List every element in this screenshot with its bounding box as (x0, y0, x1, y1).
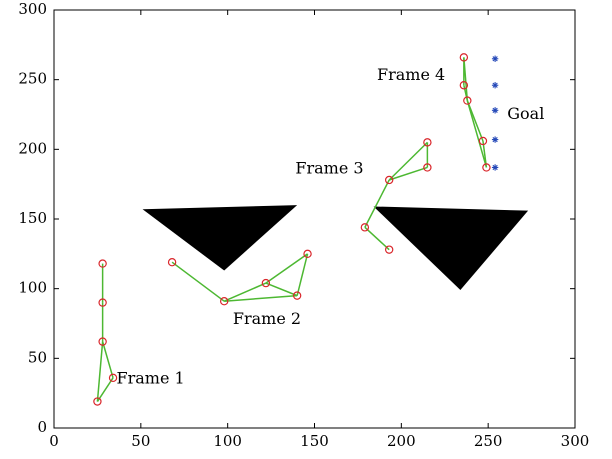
frame-2-joint (292, 291, 302, 300)
y-tick-label: 150 (18, 209, 47, 227)
frame-4-link (466, 100, 488, 168)
frame-2-link (296, 253, 309, 296)
x-tick-label: 250 (474, 432, 503, 450)
frame-3-joint (423, 163, 432, 172)
x-tick-label: 100 (213, 432, 242, 450)
x-tick-label: 0 (49, 432, 59, 450)
frame-1-joint (93, 397, 102, 406)
frame-3-link (364, 226, 390, 251)
frame-4-joint (459, 81, 469, 90)
annotation-label: Frame 4 (377, 65, 445, 84)
goal-point (491, 55, 499, 62)
goal-point (491, 164, 499, 171)
joints-layer (93, 53, 491, 406)
x-tick-label: 200 (387, 432, 416, 450)
frame-1-joint (98, 259, 107, 268)
y-tick-label: 100 (18, 279, 47, 297)
goal-point (491, 136, 499, 143)
frame-2-link (224, 294, 298, 302)
goal-layer (491, 55, 499, 171)
y-tick-label: 200 (18, 139, 47, 157)
frame-2-joint (303, 249, 312, 259)
annotation-label: Frame 1 (117, 369, 185, 388)
frame-1-joint (108, 373, 118, 383)
frame-3-link (388, 141, 428, 181)
annotations-layer: Frame 1 Frame 2 Frame 3 Frame 4 Goal (117, 65, 545, 388)
frame-4-link (463, 85, 469, 101)
obstacle-1 (142, 205, 298, 271)
frame-2-link (265, 282, 298, 297)
frame-1-joint (98, 298, 107, 307)
x-tick-label: 150 (300, 432, 329, 450)
frame-2-joint (167, 257, 177, 267)
frame-3-joint (384, 175, 394, 185)
frame-1-link (96, 341, 104, 402)
frame-4-joint (463, 96, 472, 105)
y-tick-label: 250 (18, 70, 47, 88)
frame-4-link (463, 57, 469, 101)
frame-3-link (388, 166, 428, 181)
goal-point (491, 107, 499, 114)
frame-4-joint (478, 136, 488, 146)
frame-3-joint (423, 138, 432, 147)
frame-4-joint (459, 53, 469, 62)
frame-2-link (171, 261, 225, 302)
obstacle-2 (373, 206, 529, 291)
frame-1-link (101, 341, 114, 379)
y-tick-label: 50 (28, 348, 47, 366)
y-tick-label: 300 (18, 0, 47, 18)
x-tick-label: 300 (561, 432, 590, 450)
frame-2-joint (219, 297, 229, 306)
frame-2-joint (261, 278, 271, 288)
y-tick-label: 0 (37, 418, 47, 436)
frame-3-link (364, 179, 390, 228)
links-layer (96, 57, 488, 402)
frame-1-joint (98, 337, 107, 346)
annotation-label: Frame 3 (295, 158, 363, 177)
axes-layer: 0 50 100 150 200 250 300 0 50 100 150 200 250 300 (18, 0, 589, 450)
frame-3-joint (360, 223, 370, 232)
goal-point (491, 82, 499, 89)
x-tick-label: 50 (131, 432, 150, 450)
obstacles-layer (142, 205, 529, 291)
annotation-label: Frame 2 (233, 309, 301, 328)
frame-2-link (223, 282, 267, 302)
frame-3-joint (384, 245, 394, 254)
annotation-label: Goal (507, 104, 544, 123)
frame-1-link (96, 377, 114, 402)
frame-2-link (265, 253, 308, 284)
frame-4-joint (482, 163, 491, 172)
